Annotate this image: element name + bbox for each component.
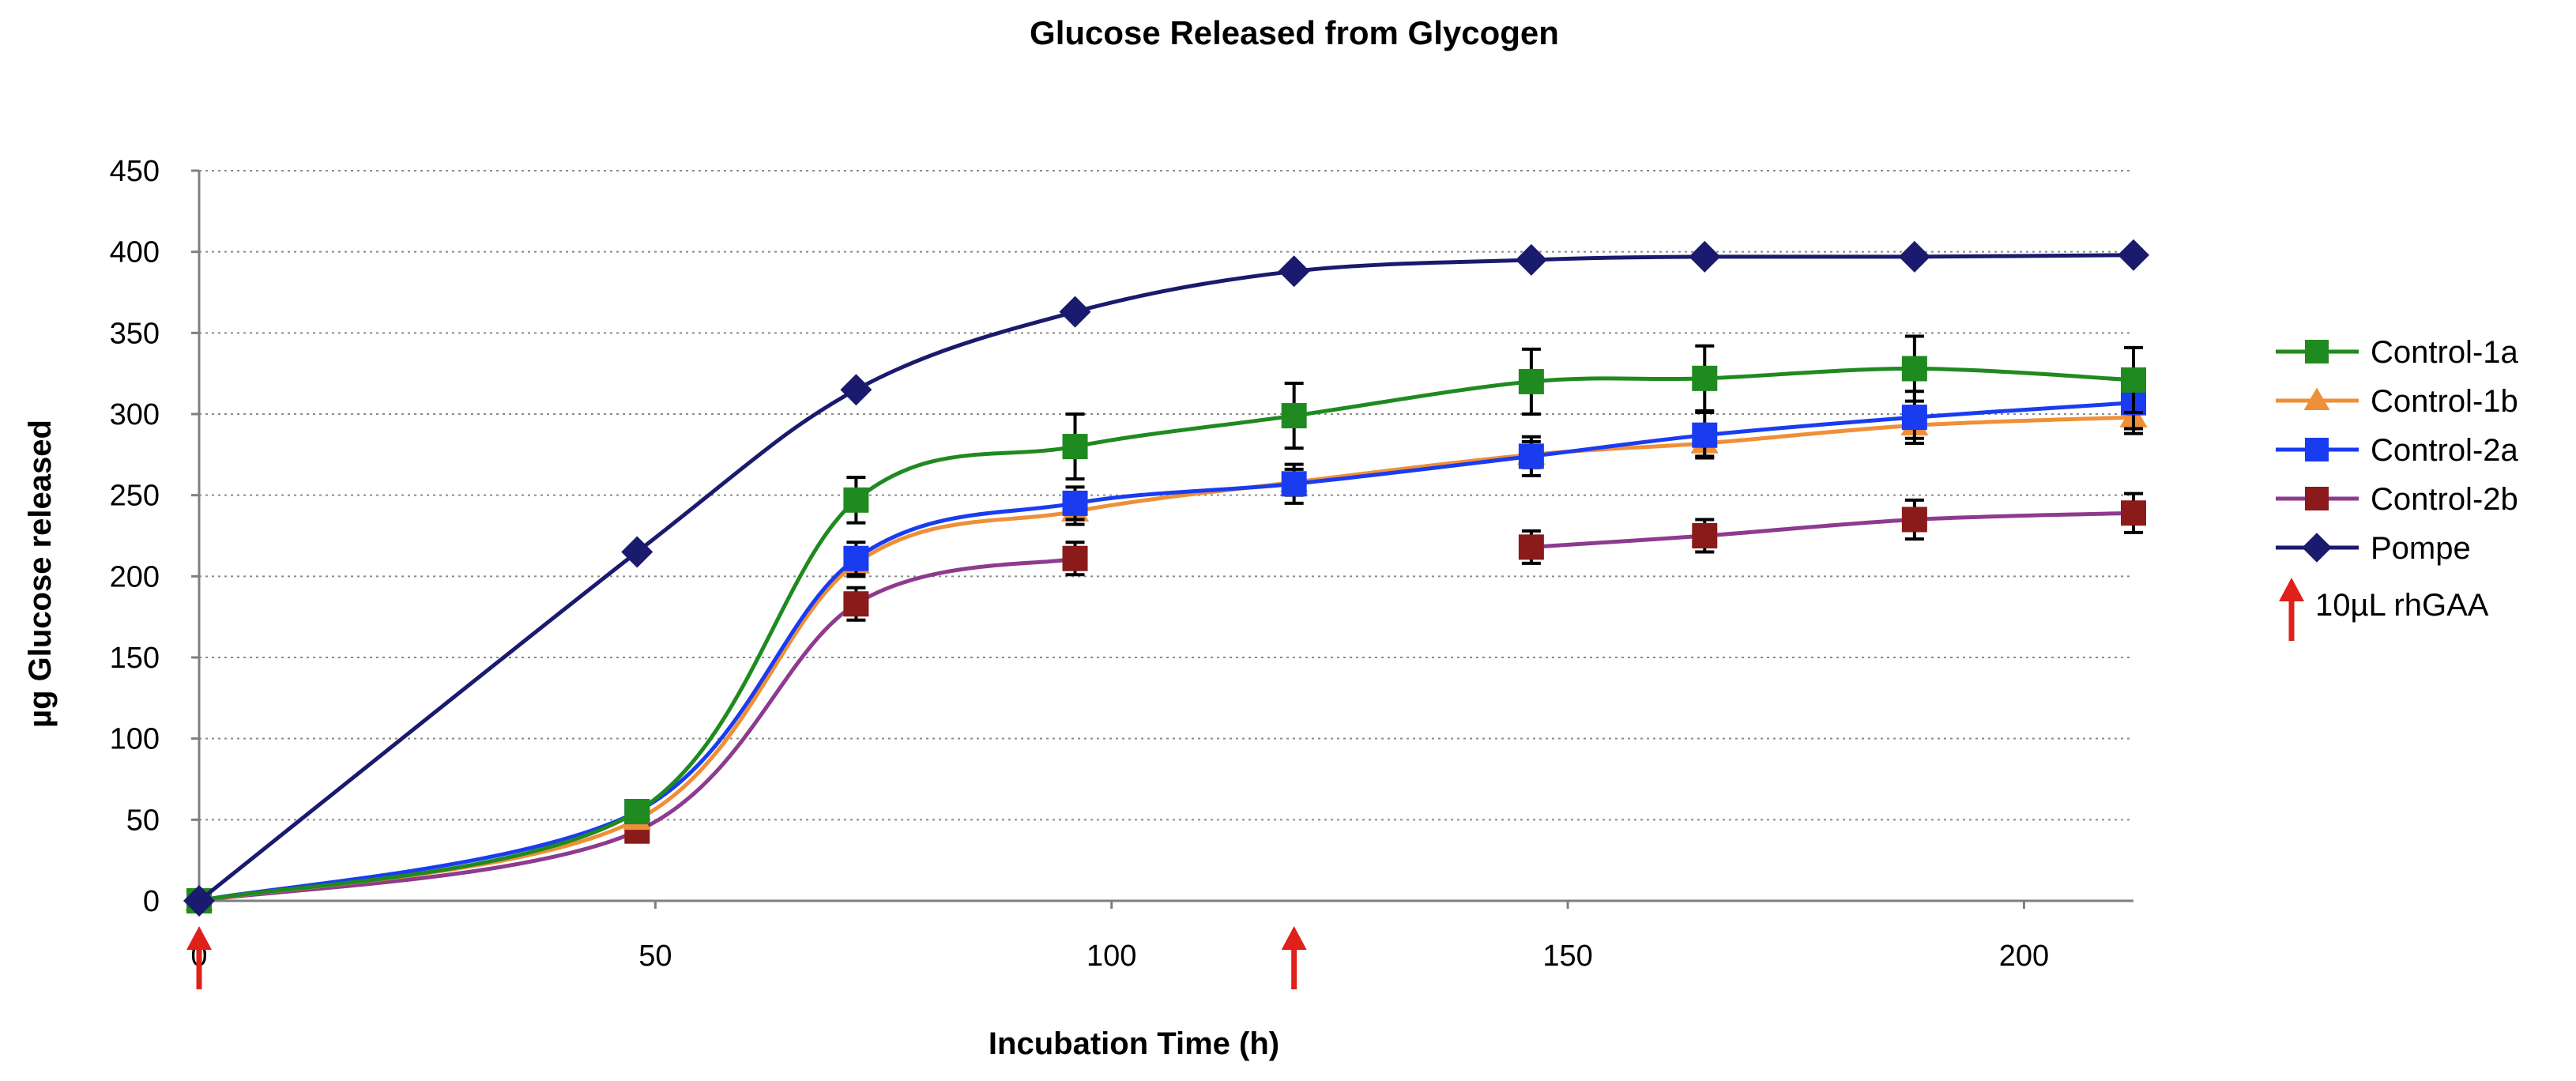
data-point [1692, 365, 1718, 391]
series-line [198, 253, 2134, 902]
y-tick-label: 100 [110, 723, 160, 756]
legend-label: Control-1a [2371, 335, 2519, 370]
data-point [1281, 403, 1307, 429]
arrow-up-icon [2279, 578, 2304, 641]
data-point [1518, 534, 1544, 560]
y-tick-label: 150 [110, 642, 160, 675]
data-point [843, 487, 869, 513]
tick-labels: 050100150200250300350400450050100150200 [110, 155, 2050, 973]
legend-marker [2305, 340, 2329, 363]
series-control-1b [185, 399, 2148, 911]
legend-item-rhgaa: 10µL rhGAA [2279, 578, 2489, 641]
grid [199, 170, 2133, 821]
y-tick-label: 450 [110, 155, 160, 188]
data-point [1689, 240, 1721, 273]
annotations [186, 926, 1307, 989]
data-point [843, 591, 869, 617]
data-point [1281, 471, 1307, 497]
data-point [1278, 255, 1310, 288]
data-point [1692, 422, 1718, 448]
data-point [1898, 240, 1930, 273]
series-control-1a [186, 334, 2146, 913]
legend-label: Pompe [2371, 531, 2471, 566]
legend-marker [2303, 387, 2330, 410]
legend-label: 10µL rhGAA [2315, 588, 2489, 623]
data-point [1062, 490, 1088, 516]
data-point [2121, 367, 2146, 393]
y-tick-label: 400 [110, 236, 160, 269]
arrow-up-icon [186, 926, 212, 989]
series-control-2a [186, 375, 2146, 913]
data-point [843, 545, 869, 571]
data-point [1059, 296, 1091, 328]
series-line [198, 556, 1076, 903]
x-tick-label: 50 [638, 940, 672, 973]
data-point [1062, 545, 1088, 571]
data-point [1062, 434, 1088, 460]
legend-item-control-2a: Control-2a [2276, 433, 2519, 468]
legend-item-control-1b: Control-1b [2276, 384, 2518, 419]
legend-label: Control-1b [2371, 384, 2518, 419]
y-tick-label: 300 [110, 398, 160, 431]
series-group [183, 239, 2149, 917]
data-point [183, 885, 215, 917]
data-point [1518, 368, 1544, 394]
data-point [1692, 523, 1718, 548]
legend-marker [2305, 438, 2329, 461]
x-tick-label: 150 [1542, 940, 1592, 973]
legend-item-control-2b: Control-2b [2276, 482, 2518, 517]
legend-label: Control-2b [2371, 482, 2518, 517]
series-line [198, 367, 2134, 903]
data-point [2118, 239, 2149, 271]
axes [198, 171, 2133, 902]
legend-marker [2302, 533, 2332, 563]
legend-item-control-1a: Control-1a [2276, 335, 2519, 370]
x-tick-label: 200 [1999, 940, 2049, 973]
y-axis-title: µg Glucose released [23, 420, 58, 728]
data-point [2121, 500, 2146, 526]
x-axis-title: Incubation Time (h) [989, 1026, 1279, 1061]
y-tick-label: 250 [110, 480, 160, 513]
arrow-up-icon [1281, 926, 1307, 989]
legend-label: Control-2a [2371, 433, 2519, 468]
legend-item-pompe: Pompe [2276, 531, 2471, 566]
y-tick-label: 0 [143, 885, 160, 918]
data-point [1518, 443, 1544, 469]
series-line [1531, 510, 2134, 549]
series-line [198, 401, 2134, 903]
series-line [198, 415, 2134, 903]
data-point [840, 374, 872, 406]
data-point [1901, 507, 1927, 533]
data-point [624, 799, 650, 825]
data-point [1515, 243, 1547, 276]
x-tick-label: 100 [1087, 940, 1136, 973]
series-control-2b [186, 492, 2146, 913]
chart-title: Glucose Released from Glycogen [1030, 14, 1559, 51]
series-pompe [183, 239, 2149, 917]
legend: Control-1a Control-1b Control-2a Control-2b… [2276, 335, 2519, 641]
data-point [1901, 405, 1927, 431]
y-tick-label: 350 [110, 317, 160, 350]
data-point [1901, 356, 1927, 382]
legend-marker [2305, 487, 2329, 510]
y-tick-label: 200 [110, 560, 160, 593]
data-point [621, 536, 653, 568]
y-tick-label: 50 [126, 804, 160, 837]
